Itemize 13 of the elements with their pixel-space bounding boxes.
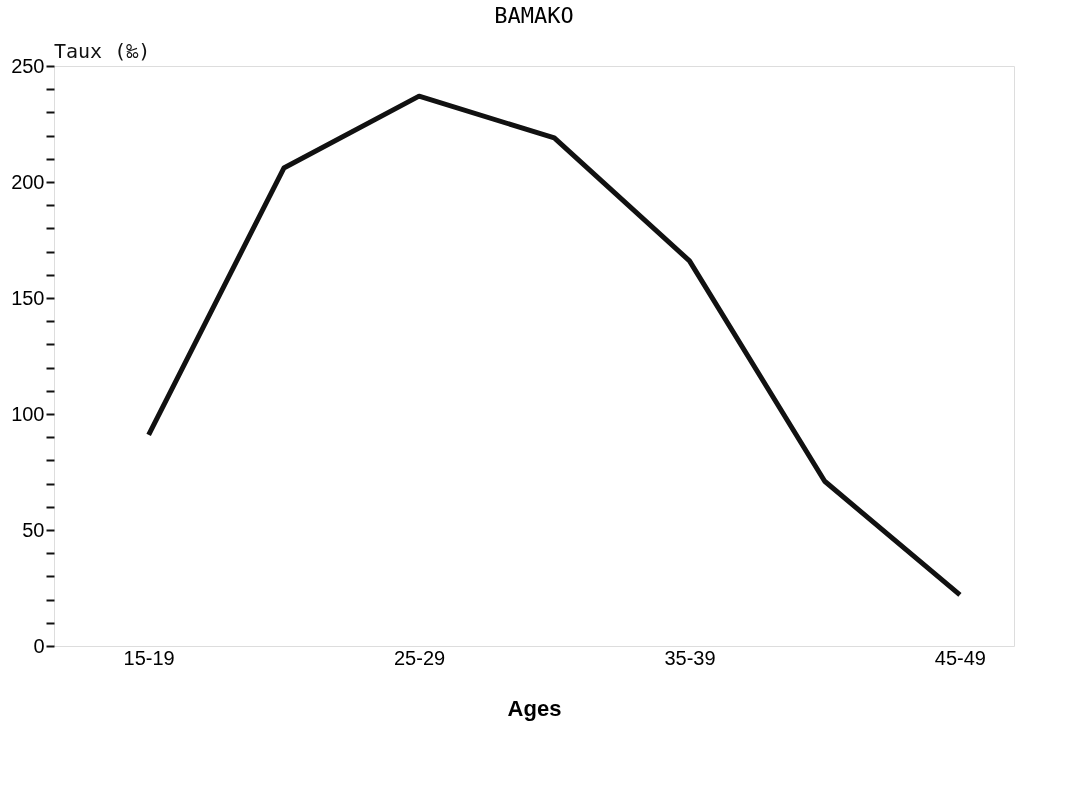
y-axis-title: Taux (‰) <box>54 39 151 63</box>
y-tick-label: 200 <box>11 170 45 193</box>
x-tick-label: 15-19 <box>123 646 175 669</box>
y-tick-label: 100 <box>11 402 45 425</box>
chart-title: BAMAKO <box>494 3 574 28</box>
x-tick-label: 45-49 <box>934 646 986 669</box>
y-tick-label: 50 <box>22 518 45 541</box>
y-tick-label: 250 <box>11 54 45 77</box>
y-tick-label: 150 <box>11 286 45 309</box>
x-tick-label: 35-39 <box>664 646 716 669</box>
x-axis-title: Ages <box>507 695 562 721</box>
x-tick-label: 25-29 <box>393 646 446 669</box>
y-tick-label: 0 <box>33 634 45 657</box>
